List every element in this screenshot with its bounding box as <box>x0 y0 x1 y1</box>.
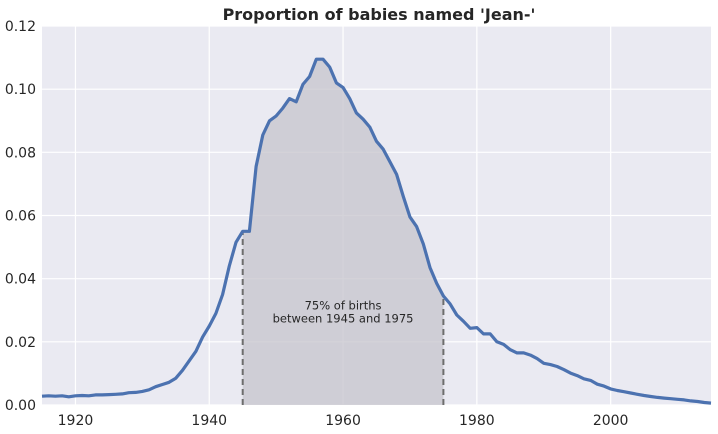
y-tick-label: 0.06 <box>5 209 36 225</box>
y-tick-label: 0.04 <box>5 272 36 288</box>
chart-title: Proportion of babies named 'Jean-' <box>223 5 536 24</box>
annotation-line-2: between 1945 and 1975 <box>273 311 414 325</box>
x-tick-label: 1920 <box>58 413 94 429</box>
x-tick-label: 1980 <box>459 413 495 429</box>
y-tick-label: 0.12 <box>5 19 36 35</box>
y-axis-ticks: 0.00 0.02 0.04 0.06 0.08 0.10 0.12 <box>5 19 36 414</box>
x-axis-ticks: 1920 1940 1960 1980 2000 <box>58 413 629 429</box>
shaded-region <box>241 59 445 405</box>
shaded-area <box>242 59 444 405</box>
y-tick-label: 0.10 <box>5 82 36 98</box>
series-line-layer <box>41 57 712 405</box>
y-tick-label: 0.02 <box>5 335 36 351</box>
x-tick-label: 1940 <box>191 413 227 429</box>
y-tick-label: 0.08 <box>5 145 36 161</box>
x-tick-label: 2000 <box>593 413 629 429</box>
x-tick-label: 1960 <box>325 413 361 429</box>
series-line <box>41 57 712 405</box>
annotation-line-1: 75% of births <box>305 298 382 312</box>
annotation: 75% of births between 1945 and 1975 <box>273 298 414 325</box>
y-tick-label: 0.00 <box>5 398 36 414</box>
